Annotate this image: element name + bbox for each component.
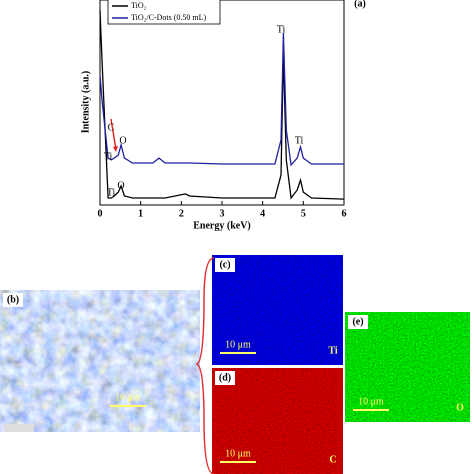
- scale-label: 10 μm: [358, 396, 384, 407]
- sem-image: [0, 289, 201, 433]
- panel-label: (c): [219, 259, 230, 270]
- panel-label-bg: [215, 258, 235, 272]
- panel-label: (a): [354, 0, 366, 9]
- scale-label: 10 μm: [115, 392, 141, 403]
- o-map: [344, 311, 471, 423]
- peak-label: Ti: [107, 187, 116, 198]
- brace: [195, 257, 215, 474]
- arrow: [110, 118, 117, 151]
- panels: [0, 254, 471, 474]
- series-line: [99, 32, 344, 167]
- peak-label: C: [108, 122, 115, 133]
- x-tick-label: 0: [98, 208, 103, 219]
- spectrum-chart: (a) Energy (keV) Intensity (a.u.): [80, 0, 366, 231]
- color-key: [4, 424, 34, 432]
- ti-map: [211, 254, 344, 366]
- panel-label-bg: [348, 315, 368, 329]
- x-tick-label: 4: [260, 208, 265, 219]
- x-axis-label: Energy (keV): [193, 220, 251, 231]
- peak-label: Ti: [277, 24, 286, 35]
- legend: [107, 0, 221, 25]
- arrow-head: [113, 146, 118, 152]
- x-tick-label: 1: [138, 208, 143, 219]
- panel-label-bg: [3, 293, 23, 307]
- x-tick-label: 2: [179, 208, 184, 219]
- panel-label: (d): [219, 372, 231, 383]
- c-map: [211, 367, 344, 474]
- element-label: O: [456, 402, 464, 413]
- x-tick-label: 5: [301, 208, 306, 219]
- peak-label: O: [117, 180, 124, 191]
- x-tick-label: 6: [342, 208, 347, 219]
- y-axis-label: Intensity (a.u.): [80, 71, 91, 134]
- peak-label: Ti: [104, 151, 113, 162]
- x-tick-label: 3: [220, 208, 225, 219]
- scale-label: 10 μm: [225, 448, 251, 459]
- series-line: [99, 10, 345, 200]
- peak-label: O: [119, 135, 126, 146]
- peak-label: Ti: [295, 135, 304, 146]
- plot-frame: [99, 0, 345, 206]
- panel-label-bg: [215, 371, 235, 385]
- scale-label: 10 μm: [225, 339, 251, 350]
- panel-label: (e): [352, 316, 363, 327]
- legend-label: TiO₂/C-Dots (0.50 mL): [131, 13, 207, 22]
- panel-label: (b): [7, 294, 19, 305]
- element-label: Ti: [328, 345, 337, 356]
- legend-label: TiO₂: [131, 1, 147, 10]
- element-label: C: [329, 454, 336, 465]
